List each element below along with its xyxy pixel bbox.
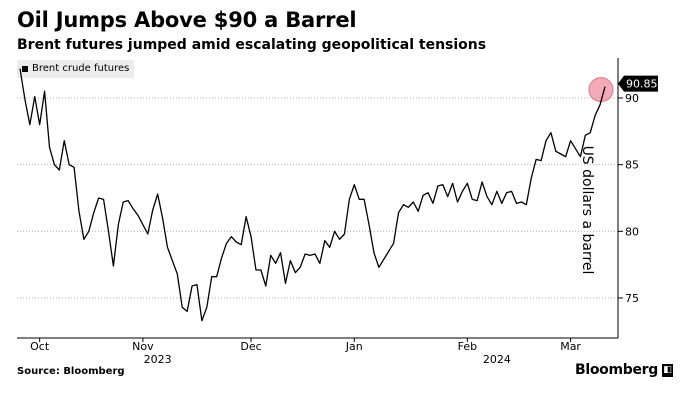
y-axis-label: US dollars a barrel: [579, 145, 595, 275]
chart-subtitle: Brent futures jumped amid escalating geo…: [17, 37, 487, 53]
brand-icon: ◧: [662, 364, 673, 377]
last-value-tag: [618, 75, 658, 92]
x-tick-label-oct: Oct: [30, 340, 50, 353]
x-tick-label-nov: Nov: [132, 340, 154, 353]
x-year-label-2023: 2023: [144, 353, 172, 366]
y-tick-label-75: 75: [625, 292, 639, 305]
highlight-marker: [588, 77, 614, 103]
y-tick-label-90: 90: [625, 92, 639, 105]
x-tick-label-jan: Jan: [345, 340, 363, 353]
legend-swatch: [22, 66, 28, 72]
last-value-label: 90.85: [626, 78, 658, 91]
legend: Brent crude futures: [17, 60, 135, 78]
x-tick-label-feb: Feb: [458, 340, 477, 353]
x-tick-label-dec: Dec: [240, 340, 261, 353]
source-note: Source: Bloomberg: [17, 366, 125, 377]
y-tick-label-80: 80: [625, 225, 639, 238]
brand-logo: Bloomberg: [574, 362, 658, 378]
x-year-label-2024: 2024: [483, 353, 511, 366]
x-tick-label-mar: Mar: [560, 340, 581, 353]
series-line-brent: [19, 68, 606, 322]
y-tick-label-85: 85: [625, 159, 639, 172]
legend-label: Brent crude futures: [32, 63, 130, 74]
chart-title: Oil Jumps Above $90 a Barrel: [17, 8, 357, 32]
